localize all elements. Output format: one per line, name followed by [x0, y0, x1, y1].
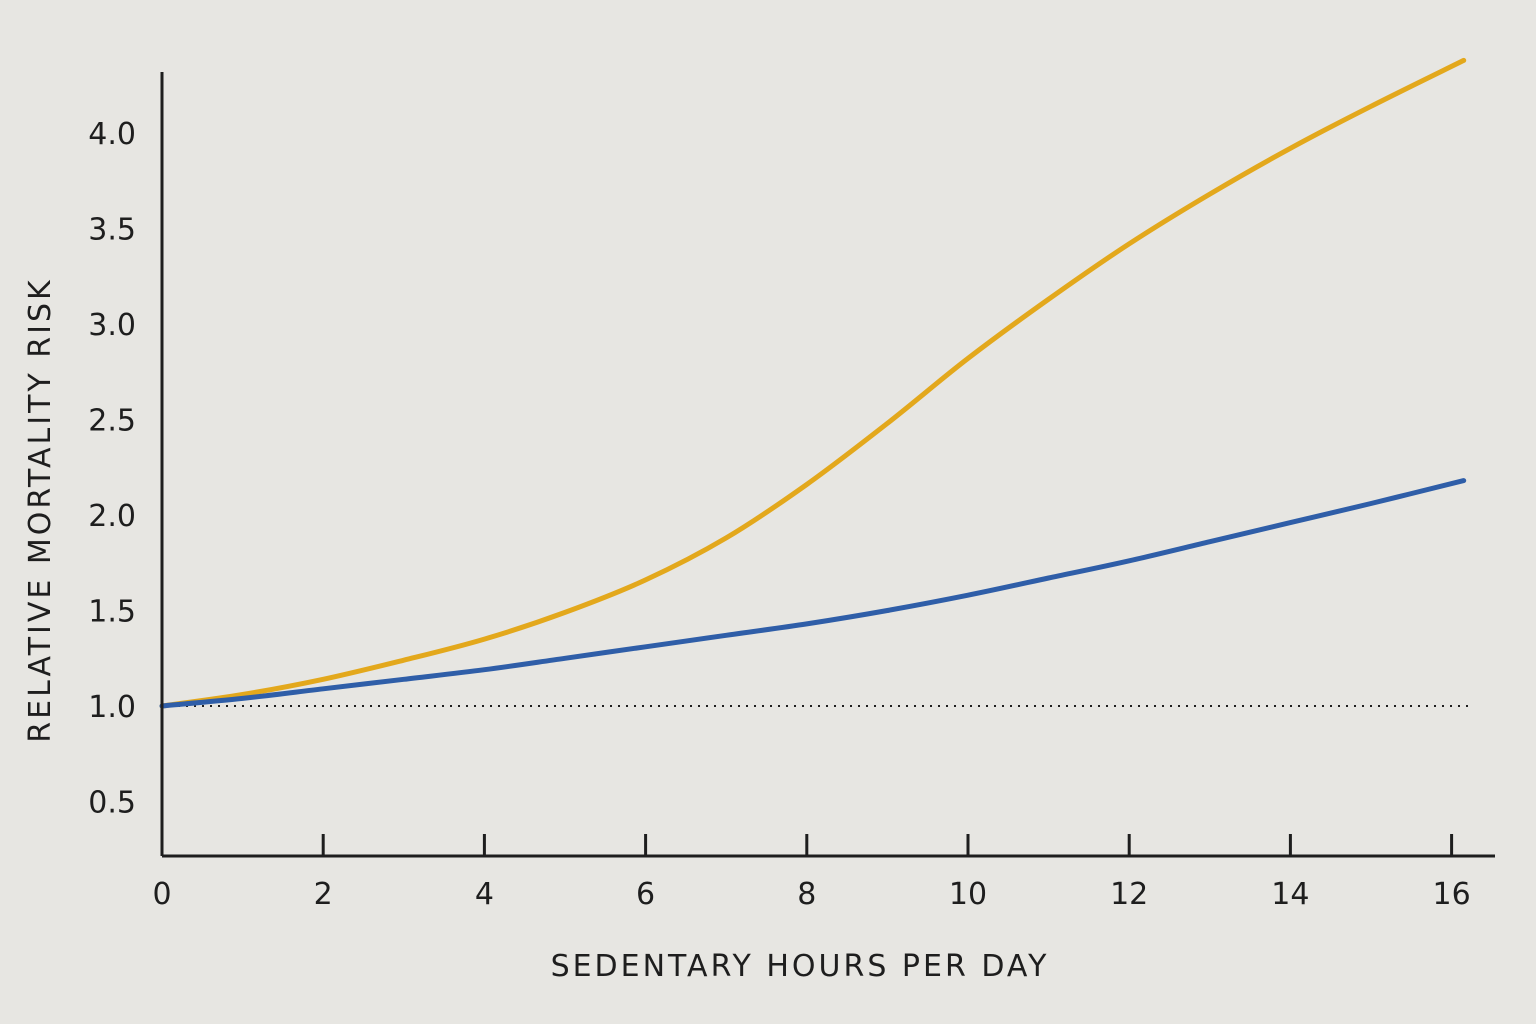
- x-tick-label: 14: [1271, 877, 1309, 912]
- x-tick-label: 0: [152, 877, 171, 912]
- x-tick-label: 4: [475, 877, 494, 912]
- y-tick-label: 3.0: [88, 308, 136, 343]
- x-tick-label: 12: [1110, 877, 1148, 912]
- y-tick-label: 2.5: [88, 404, 136, 439]
- x-tick-label: 8: [797, 877, 816, 912]
- x-tick-label: 16: [1433, 877, 1471, 912]
- y-tick-label: 1.5: [88, 595, 136, 630]
- x-tick-label: 2: [314, 877, 333, 912]
- x-axis-title: SEDENTARY HOURS PER DAY: [551, 949, 1050, 984]
- y-tick-label: 4.0: [88, 117, 136, 152]
- y-tick-label: 1.0: [88, 690, 136, 725]
- y-tick-label: 0.5: [88, 786, 136, 821]
- x-tick-label: 10: [949, 877, 987, 912]
- series-line-blue: [159, 478, 1467, 709]
- x-tick-label: 6: [636, 877, 655, 912]
- y-tick-label: 2.0: [88, 499, 136, 534]
- y-axis-title: RELATIVE MORTALITY RISK: [23, 277, 58, 742]
- y-tick-label: 3.5: [88, 213, 136, 248]
- series-line-yellow: [159, 57, 1467, 709]
